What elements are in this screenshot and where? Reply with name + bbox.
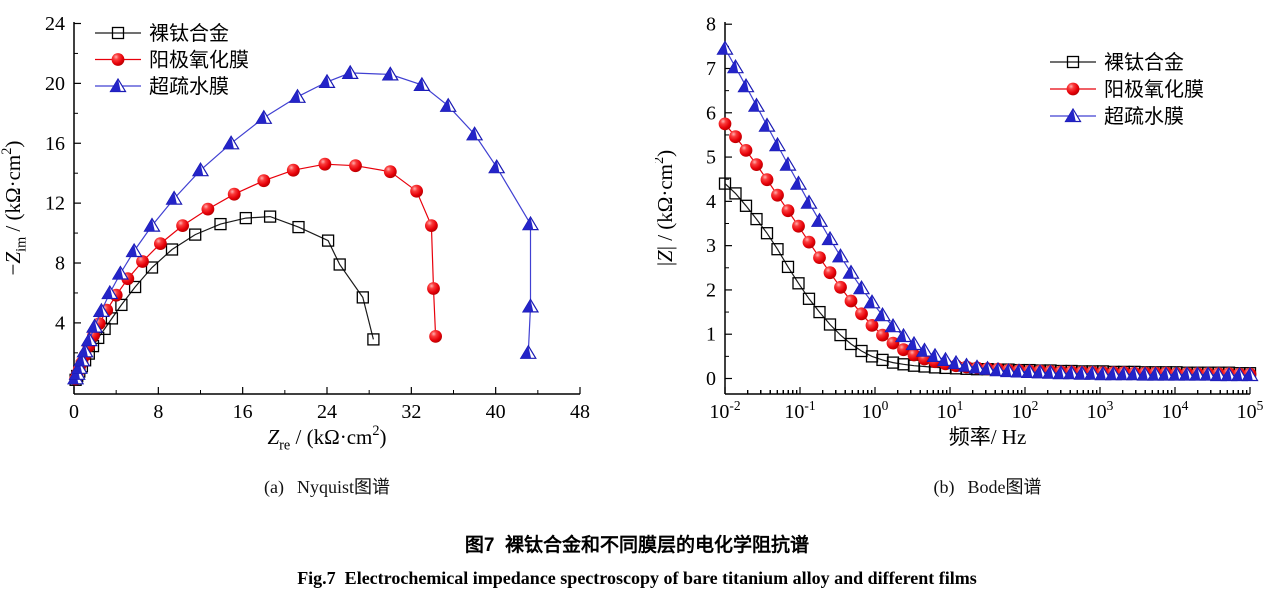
bode-xtick-label: 100 (862, 398, 889, 423)
bode-chart-svg: 10-2 10-1 100 101 102 103 104 105 0 1 2 3 4 5 6 7 8 频率/ H… (655, 14, 1264, 449)
figure-caption-zh: 图7 裸钛合金和不同膜层的电化学阻抗谱 (464, 535, 810, 556)
bode-xtick-label: 105 (1237, 398, 1264, 423)
bode-legend-item-anodic-oxide-film: 阳极氧化膜 (1050, 78, 1204, 101)
nyquist-ytick-label: 12 (45, 193, 65, 215)
bode-ytick-label: 8 (706, 14, 716, 36)
bode-ytick-label: 1 (706, 324, 716, 346)
nyquist-xtick-label: 32 (401, 401, 421, 423)
nyquist-series-anodic-oxide-film (69, 157, 442, 386)
bode-x-axis-title: 频率/ Hz (949, 425, 1027, 449)
nyquist-series-superhydrophobic-film (67, 64, 540, 385)
nyquist-legend-label: 裸钛合金 (149, 22, 229, 45)
bode-xtick-label: 103 (1087, 398, 1114, 423)
panel-b-caption: (b) Bode图谱 (725, 473, 1250, 499)
bode-legend-item-bare-titanium-alloy: 裸钛合金 (1050, 51, 1184, 74)
bode-series-superhydrophobic-film (716, 40, 1259, 382)
panel-b-title: Bode图谱 (967, 477, 1042, 497)
bode-ytick-label: 2 (706, 279, 716, 301)
bode-legend-label: 裸钛合金 (1104, 51, 1184, 74)
bode-xtick-label: 10-1 (784, 398, 815, 423)
nyquist-legend-item-bare-titanium-alloy: 裸钛合金 (95, 22, 229, 45)
nyquist-ytick-label: 20 (45, 73, 65, 95)
nyquist-legend-item-anodic-oxide-film: 阳极氧化膜 (95, 49, 249, 72)
nyquist-ytick-label: 8 (55, 253, 65, 275)
bode-xtick-label: 101 (937, 398, 964, 423)
nyquist-legend-label: 超疏水膜 (149, 75, 229, 98)
bode-series-anodic-oxide-film (718, 117, 1257, 381)
bode-xtick-label: 104 (1162, 398, 1189, 423)
bode-axes: 10-2 10-1 100 101 102 103 104 105 0 1 2 3 4 5 6 7 8 (706, 14, 1264, 423)
panel-a-caption: (a) Nyquist图谱 (74, 473, 580, 499)
nyquist-xtick-label: 0 (69, 401, 79, 423)
nyquist-legend-item-superhydrophobic-film: 超疏水膜 (95, 75, 229, 98)
bode-ytick-label: 0 (706, 368, 716, 390)
nyquist-xtick-label: 16 (233, 401, 253, 423)
bode-legend-item-superhydrophobic-film: 超疏水膜 (1050, 105, 1184, 128)
panel-b-prefix: (b) (933, 477, 955, 497)
panel-a-prefix: (a) (264, 477, 284, 497)
panel-a-title: Nyquist图谱 (296, 477, 390, 497)
bode-ytick-label: 3 (706, 235, 716, 257)
nyquist-xtick-label: 48 (570, 401, 590, 423)
bode-ytick-label: 6 (706, 102, 716, 124)
bode-xtick-label: 10-2 (709, 398, 740, 423)
nyquist-ytick-label: 16 (45, 133, 65, 155)
bode-xtick-label: 102 (1012, 398, 1039, 423)
bode-legend-label: 阳极氧化膜 (1104, 78, 1204, 101)
bode-ytick-label: 7 (706, 58, 716, 80)
bode-series-bare-titanium-alloy (718, 177, 1257, 380)
nyquist-legend-label: 阳极氧化膜 (149, 49, 249, 72)
nyquist-ytick-label: 4 (55, 312, 65, 334)
nyquist-y-axis-title: −Zim / (kΩ·cm2) (0, 141, 30, 276)
nyquist-xtick-label: 24 (317, 401, 337, 423)
bode-ytick-label: 5 (706, 147, 716, 169)
figure-caption-en: Fig.7 Electrochemical impedance spectros… (297, 568, 977, 588)
nyquist-x-axis-title: Zre / (kΩ·cm2) (267, 423, 386, 453)
bode-legend-label: 超疏水膜 (1104, 105, 1184, 128)
nyquist-panel: 0 8 16 24 32 40 48 4 8 12 16 20 24 Zre / (kΩ·cm2) −Zim… (0, 0, 655, 497)
bode-y-axis-title: |Z| / (kΩ·cm2) (655, 150, 677, 266)
bode-panel: 10-2 10-1 100 101 102 103 104 105 0 1 2 3 4 5 6 7 8 频率/ H… (655, 0, 1274, 497)
bode-ytick-label: 4 (706, 191, 716, 213)
nyquist-xtick-label: 8 (153, 401, 163, 423)
nyquist-ytick-label: 24 (45, 13, 65, 35)
nyquist-xtick-label: 40 (486, 401, 506, 423)
